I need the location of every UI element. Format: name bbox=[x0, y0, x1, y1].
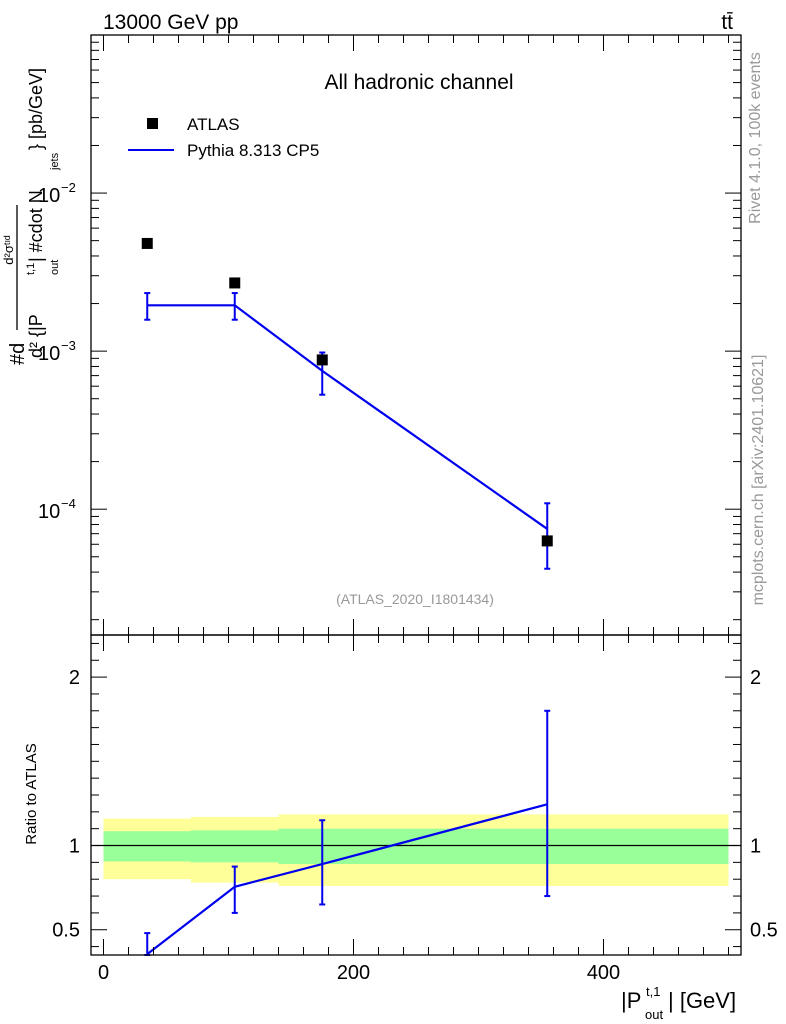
ratio-band-layer bbox=[103, 814, 729, 886]
rivet-version-label: Rivet 4.1.0, 100k events bbox=[747, 52, 764, 224]
main-mc-line bbox=[147, 304, 548, 530]
main-y-tick-label-exp: −3 bbox=[61, 338, 76, 353]
atlas-data-point bbox=[229, 277, 241, 289]
y-title-jets: jets bbox=[49, 152, 61, 171]
y-title-units: } [pb/GeV] bbox=[26, 68, 46, 150]
legend-title: All hadronic channel bbox=[324, 71, 513, 94]
ratio-y-axis-title: Ratio to ATLAS bbox=[23, 743, 40, 844]
ratio-y-tick-label-right: 1 bbox=[750, 836, 761, 858]
x-title-sub: out bbox=[645, 1007, 663, 1022]
x-title-post: | [GeV] bbox=[668, 988, 736, 1013]
y-title-d: #d bbox=[7, 343, 29, 365]
x-axis-title: |P t,1 out | [GeV] bbox=[621, 984, 736, 1022]
atlas-data-point bbox=[141, 237, 153, 249]
legend-data-marker bbox=[147, 118, 158, 129]
ratio-y-tick-label-left: 0.5 bbox=[52, 920, 80, 942]
atlas-data-point bbox=[541, 535, 553, 547]
x-title-pre: |P bbox=[621, 988, 641, 1013]
ratio-y-tick-label-right: 0.5 bbox=[750, 920, 778, 942]
x-title-sup: t,1 bbox=[646, 984, 660, 999]
ratio-panel-frame bbox=[90, 634, 742, 956]
main-y-tick-label-exp: −2 bbox=[61, 180, 76, 195]
x-tick-label: 400 bbox=[587, 962, 620, 984]
y-title-t1: t,1 bbox=[25, 263, 37, 275]
main-mc-layer bbox=[144, 292, 551, 570]
ratio-y-tick-label-left: 2 bbox=[69, 667, 80, 689]
y-title-denominator: d² {|P bbox=[26, 314, 46, 358]
main-y-tick-label-exp: −4 bbox=[61, 496, 76, 511]
process-label: tt̄ bbox=[721, 11, 733, 34]
ratio-band-inner-1 bbox=[191, 830, 279, 863]
analysis-label: (ATLAS_2020_I1801434) bbox=[336, 591, 494, 607]
axis-ticks bbox=[91, 34, 741, 955]
y-title-sigma: d²σᵗᶦᵈ bbox=[1, 235, 16, 264]
main-y-axis-title: #d d²σᵗᶦᵈ d² {|P out t,1 | #cdot N jets … bbox=[1, 68, 61, 365]
ratio-mc-line bbox=[146, 803, 548, 956]
atlas-data-point bbox=[316, 354, 328, 366]
ratio-y-tick-label-right: 2 bbox=[750, 667, 761, 689]
ratio-lines-layer bbox=[91, 709, 741, 956]
source-label: mcplots.cern.ch [arXiv:2401.10621] bbox=[750, 355, 767, 606]
legend-data-label: ATLAS bbox=[187, 115, 240, 134]
ratio-y-tick-label-left: 1 bbox=[69, 836, 80, 858]
y-title-out: out bbox=[49, 260, 61, 275]
beam-energy-label: 13000 GeV pp bbox=[103, 11, 238, 34]
main-data-layer bbox=[141, 237, 553, 547]
x-tick-label: 0 bbox=[98, 962, 109, 984]
tick-labels: 10−210−310 −40.5 0.51 12 20 200 400 bbox=[38, 180, 778, 984]
main-y-tick-label-base: 10 bbox=[38, 185, 60, 207]
ratio-band-inner-2 bbox=[278, 828, 729, 865]
x-tick-label: 200 bbox=[337, 962, 370, 984]
y-title-mid: | #cdot N bbox=[26, 190, 46, 262]
main-y-tick-label-base: 10 bbox=[38, 343, 60, 365]
main-y-tick-label-base: 10 bbox=[38, 501, 60, 523]
ratio-band-inner-0 bbox=[103, 831, 191, 862]
legend-mc-label: Pythia 8.313 CP5 bbox=[187, 141, 319, 160]
